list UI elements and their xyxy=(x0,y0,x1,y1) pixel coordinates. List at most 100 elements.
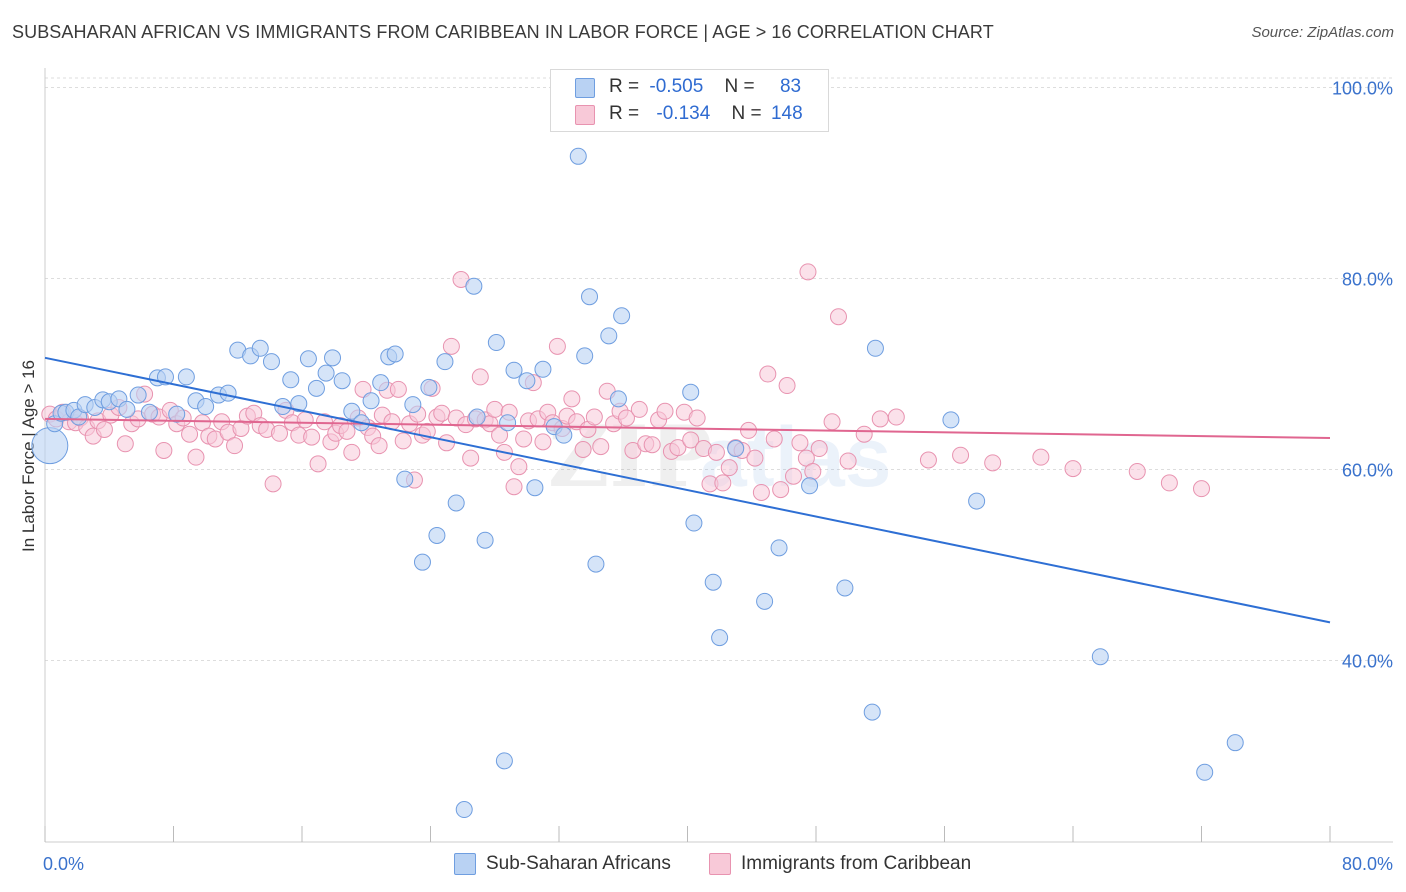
data-point-subsaharan xyxy=(31,427,69,465)
data-point-caribbean xyxy=(116,435,134,453)
n-value-pink: 148 xyxy=(770,103,803,124)
data-point-subsaharan xyxy=(682,383,700,401)
data-point-caribbean xyxy=(370,437,388,455)
data-point-subsaharan xyxy=(362,392,380,410)
data-point-caribbean xyxy=(389,380,407,398)
data-point-caribbean xyxy=(505,478,523,496)
data-point-caribbean xyxy=(187,448,205,466)
data-point-subsaharan xyxy=(863,703,881,721)
data-point-subsaharan xyxy=(465,277,483,295)
data-point-subsaharan xyxy=(404,396,422,414)
data-point-caribbean xyxy=(720,459,738,477)
data-point-caribbean xyxy=(574,440,592,458)
legend-swatch-pink xyxy=(575,105,595,125)
data-point-subsaharan xyxy=(801,477,819,495)
data-point-caribbean xyxy=(296,411,314,429)
data-point-subsaharan xyxy=(487,334,505,352)
r-value-pink: -0.134 xyxy=(656,103,711,124)
data-point-subsaharan xyxy=(197,398,215,416)
data-point-caribbean xyxy=(682,431,700,449)
data-point-caribbean xyxy=(1064,460,1082,478)
data-point-caribbean xyxy=(765,430,783,448)
r-value-blue: -0.505 xyxy=(649,76,704,97)
source-credit: Source: ZipAtlas.com xyxy=(1251,24,1394,41)
data-point-caribbean xyxy=(871,410,889,428)
regression-line-caribbean xyxy=(44,417,1331,440)
data-point-subsaharan xyxy=(600,327,618,345)
data-point-caribbean xyxy=(264,475,282,493)
data-point-caribbean xyxy=(271,424,289,442)
data-point-caribbean xyxy=(534,433,552,451)
data-point-subsaharan xyxy=(942,411,960,429)
data-point-subsaharan xyxy=(129,386,147,404)
data-point-caribbean xyxy=(823,413,841,431)
n-value-blue: 83 xyxy=(779,76,802,97)
r-label: R = xyxy=(609,103,640,124)
data-point-caribbean xyxy=(1032,448,1050,466)
data-point-caribbean xyxy=(303,428,321,446)
data-point-caribbean xyxy=(433,404,451,422)
data-point-subsaharan xyxy=(518,372,536,390)
legend-swatch-blue xyxy=(454,853,476,875)
data-point-caribbean xyxy=(772,481,790,499)
data-point-subsaharan xyxy=(581,288,599,306)
data-point-subsaharan xyxy=(587,555,605,573)
data-point-caribbean xyxy=(688,409,706,427)
data-point-caribbean xyxy=(592,438,610,456)
data-point-caribbean xyxy=(617,409,635,427)
data-point-subsaharan xyxy=(534,360,552,378)
data-point-caribbean xyxy=(438,434,456,452)
data-point-subsaharan xyxy=(299,350,317,368)
series-subsaharan-points xyxy=(31,147,1244,819)
data-point-caribbean xyxy=(510,458,528,476)
legend-swatch-blue xyxy=(575,78,595,98)
legend-label-subsaharan: Sub-Saharan Africans xyxy=(486,853,671,874)
data-point-caribbean xyxy=(829,308,847,326)
data-point-caribbean xyxy=(778,377,796,395)
data-point-caribbean xyxy=(309,455,327,473)
data-point-subsaharan xyxy=(569,147,587,165)
data-point-caribbean xyxy=(338,422,356,440)
data-point-caribbean xyxy=(791,434,809,452)
data-point-subsaharan xyxy=(413,553,431,571)
y-tick-label: 40.0% xyxy=(1342,652,1393,672)
data-point-subsaharan xyxy=(476,531,494,549)
data-point-caribbean xyxy=(95,420,113,438)
n-label: N = xyxy=(724,76,755,97)
data-point-subsaharan xyxy=(333,372,351,390)
legend-label-caribbean: Immigrants from Caribbean xyxy=(741,853,972,874)
data-point-subsaharan xyxy=(505,361,523,379)
data-point-subsaharan xyxy=(495,752,513,770)
data-point-caribbean xyxy=(643,436,661,454)
data-point-subsaharan xyxy=(1091,648,1109,666)
data-point-caribbean xyxy=(714,474,732,492)
data-point-caribbean xyxy=(669,439,687,457)
data-point-caribbean xyxy=(887,408,905,426)
data-point-subsaharan xyxy=(685,514,703,532)
data-point-subsaharan xyxy=(436,353,454,371)
y-tick-label: 100.0% xyxy=(1332,79,1393,99)
data-point-subsaharan xyxy=(307,379,325,397)
data-point-caribbean xyxy=(1193,480,1210,498)
watermark-atlas: atlas xyxy=(700,410,891,504)
data-point-subsaharan xyxy=(262,353,280,371)
data-point-caribbean xyxy=(1128,462,1146,480)
x-tick-label-max: 80.0% xyxy=(1342,854,1393,874)
data-point-subsaharan xyxy=(727,440,745,458)
data-point-subsaharan xyxy=(343,402,361,420)
data-point-subsaharan xyxy=(526,479,544,497)
data-point-subsaharan xyxy=(118,400,136,418)
data-point-caribbean xyxy=(471,368,489,386)
gridlines xyxy=(45,77,1393,662)
data-point-subsaharan xyxy=(428,526,446,544)
data-point-subsaharan xyxy=(756,592,774,610)
data-point-subsaharan xyxy=(251,339,269,357)
regression-lines xyxy=(44,356,1331,624)
data-point-caribbean xyxy=(155,441,173,459)
data-point-caribbean xyxy=(394,432,412,450)
data-point-caribbean xyxy=(804,462,822,480)
data-point-caribbean xyxy=(952,446,970,464)
data-point-subsaharan xyxy=(704,573,722,591)
data-point-caribbean xyxy=(491,426,509,444)
data-point-caribbean xyxy=(462,449,480,467)
